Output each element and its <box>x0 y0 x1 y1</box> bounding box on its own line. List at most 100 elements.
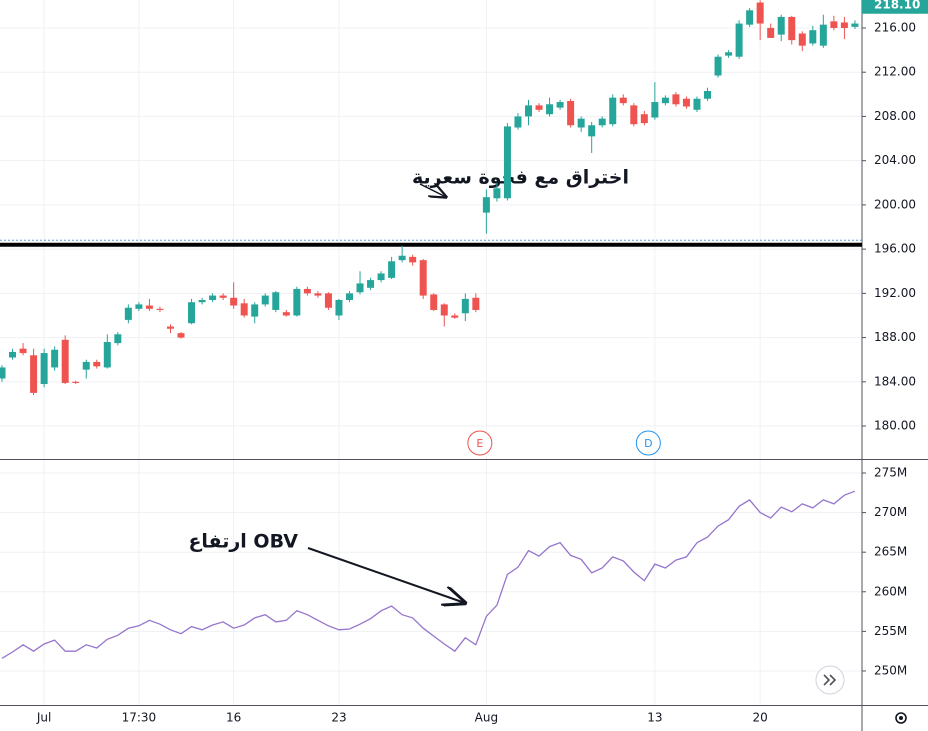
annotation-gap: اختراق مع فجوة سعرية <box>412 167 629 189</box>
candle-body <box>335 299 343 316</box>
candle-body <box>546 104 554 115</box>
event-label: D <box>644 437 652 450</box>
y-tick-label: 275M <box>874 466 907 480</box>
candle-body <box>672 94 680 105</box>
candle-body <box>525 105 532 117</box>
event-marker <box>467 430 493 456</box>
candle-body <box>177 333 185 338</box>
candle-body <box>282 312 290 316</box>
candle-body <box>345 293 353 300</box>
candle-body <box>240 303 248 316</box>
candle-body <box>9 351 17 358</box>
candle-body <box>798 33 806 46</box>
candle-body <box>303 288 311 294</box>
candle-body <box>230 297 238 306</box>
candle-body <box>166 326 174 329</box>
candle-body <box>198 299 206 303</box>
candle-body <box>746 10 754 25</box>
obv-line <box>1 490 856 659</box>
candle-body <box>577 118 585 128</box>
y-tick-label: 250M <box>874 663 907 677</box>
settings-button[interactable] <box>895 712 907 724</box>
candle-body <box>651 102 659 118</box>
candle-body <box>135 304 143 309</box>
candle-body <box>830 21 838 28</box>
candle-body <box>661 97 669 104</box>
event-marker <box>635 430 661 456</box>
candle-body <box>609 97 617 125</box>
candle-body <box>377 273 385 281</box>
candle-body <box>704 91 712 99</box>
candle-body <box>61 339 69 383</box>
candle-body <box>482 197 490 213</box>
x-tick-label: 13 <box>647 711 662 725</box>
candle-body <box>514 116 522 128</box>
candle-body <box>314 293 322 296</box>
candle-body <box>777 16 785 35</box>
x-tick-label: 16 <box>226 711 241 725</box>
candle-body <box>324 293 332 308</box>
candle-body <box>156 308 164 310</box>
candle-body <box>19 348 27 354</box>
candle-body <box>261 295 269 305</box>
y-tick-label: 208.00 <box>874 109 916 123</box>
x-tick-label: Jul <box>36 711 51 725</box>
candle-body <box>819 24 827 46</box>
candle-body <box>714 56 722 76</box>
y-tick-label: 188.00 <box>874 330 916 344</box>
x-tick-label: 23 <box>331 711 346 725</box>
candle-body <box>409 256 417 263</box>
candle-body <box>440 304 448 316</box>
grid <box>0 0 862 705</box>
x-tick-label: Aug <box>475 711 498 725</box>
candle-body <box>30 355 38 393</box>
candle-body <box>756 2 764 24</box>
candle-body <box>556 102 564 108</box>
annotation-arrow <box>419 184 446 197</box>
candle-body <box>619 97 627 104</box>
candle-body <box>767 27 775 38</box>
candle-body <box>630 105 638 125</box>
candle-body <box>503 126 511 199</box>
y-tick-label: 216.00 <box>874 20 916 34</box>
candle-body <box>93 361 101 367</box>
y-tick-label: 260M <box>874 584 907 598</box>
y-tick-label: 200.00 <box>874 197 916 211</box>
settings-icon[interactable] <box>895 712 907 724</box>
candle-body <box>840 22 848 28</box>
candle-body <box>725 52 733 56</box>
candle-body <box>567 100 575 126</box>
annotation-arrow <box>307 547 465 603</box>
candle-body <box>72 381 80 383</box>
y-tick-label: 184.00 <box>874 374 916 388</box>
y-tick-label: 265M <box>874 545 907 559</box>
candle-body <box>124 307 132 320</box>
candle-body <box>293 288 301 316</box>
candle-body <box>103 342 111 368</box>
annotation-obv: ارتفاع OBV <box>188 531 298 553</box>
scroll-button[interactable] <box>815 665 845 695</box>
candle-body <box>367 280 375 288</box>
candle-body <box>588 125 596 137</box>
candle-body <box>735 23 743 57</box>
candle-body <box>251 304 259 317</box>
candle-body <box>693 98 701 110</box>
candle-body <box>388 261 396 278</box>
candle-body <box>40 353 48 385</box>
candle-body <box>535 105 543 110</box>
scroll-icon <box>823 674 837 686</box>
candle-body <box>398 255 406 261</box>
candle-body <box>82 361 90 370</box>
candle-body <box>682 98 690 107</box>
settings-icon-center <box>899 716 903 720</box>
y-tick-label: 212.00 <box>874 65 916 79</box>
y-tick-label: 204.00 <box>874 153 916 167</box>
candle-body <box>356 283 364 293</box>
event-label: E <box>476 437 483 450</box>
candle-body <box>419 260 427 296</box>
candle-body <box>851 23 859 27</box>
x-tick-label: 20 <box>753 711 768 725</box>
candle-body <box>472 297 480 310</box>
